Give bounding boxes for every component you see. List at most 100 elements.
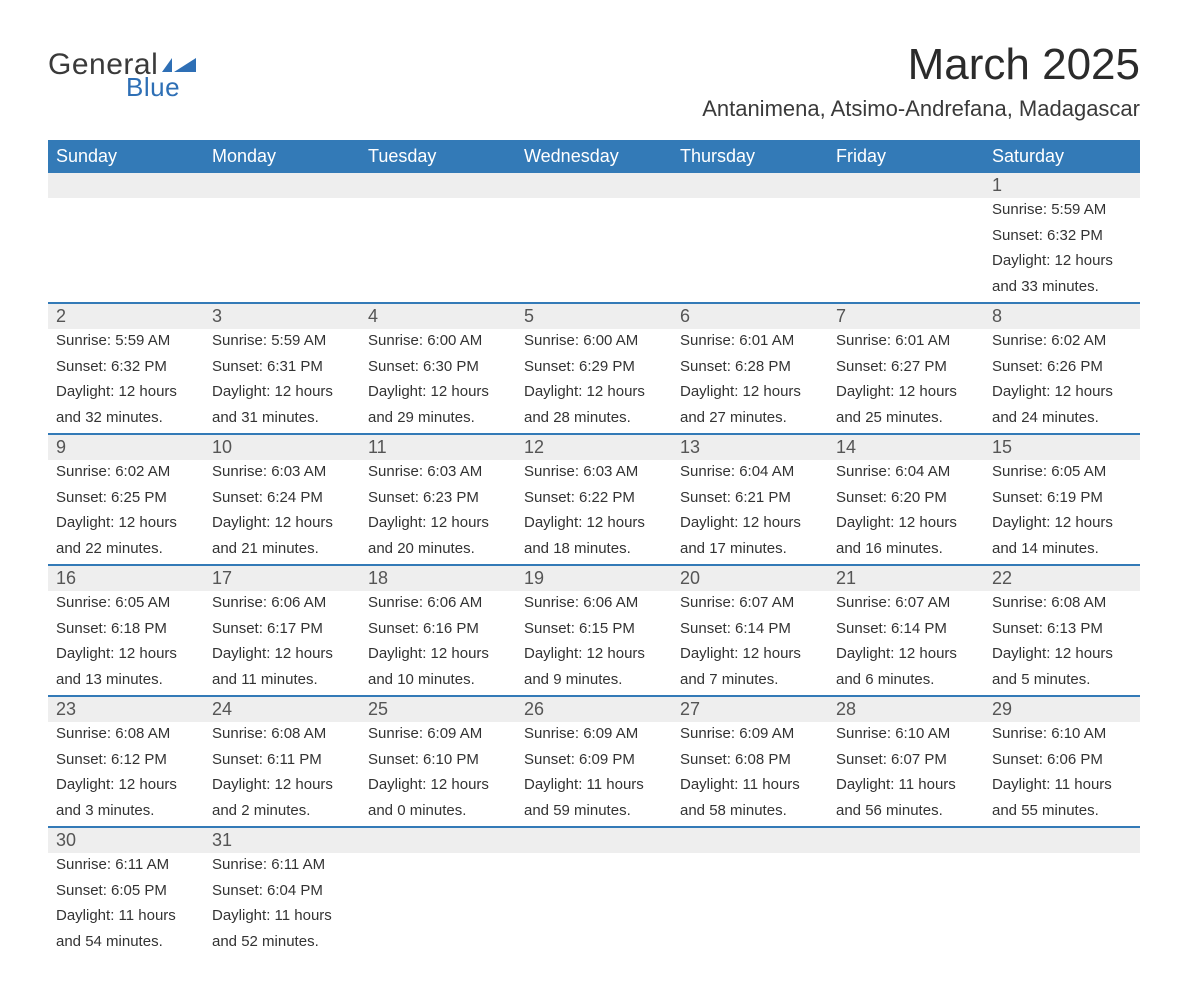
sunrise: Sunrise: 6:06 AM bbox=[204, 591, 360, 617]
sunset bbox=[516, 224, 672, 250]
daylight: Daylight: 12 hours bbox=[672, 511, 828, 537]
daylight: Daylight: 12 hours bbox=[48, 511, 204, 537]
daylight: Daylight: 11 hours bbox=[672, 773, 828, 799]
sunrise: Sunrise: 6:11 AM bbox=[48, 853, 204, 879]
sunset bbox=[360, 224, 516, 250]
daylight: and 58 minutes. bbox=[672, 799, 828, 828]
day-number bbox=[828, 173, 984, 198]
day-header: Wednesday bbox=[516, 140, 672, 173]
sunset: Sunset: 6:32 PM bbox=[48, 355, 204, 381]
sunset: Sunset: 6:21 PM bbox=[672, 486, 828, 512]
sunset bbox=[48, 224, 204, 250]
sunrise bbox=[984, 853, 1140, 879]
month-title: March 2025 bbox=[702, 40, 1140, 90]
day-number: 22 bbox=[984, 566, 1140, 591]
sunset: Sunset: 6:30 PM bbox=[360, 355, 516, 381]
day-info-row: and 3 minutes.and 2 minutes.and 0 minute… bbox=[48, 799, 1140, 828]
day-number: 23 bbox=[48, 697, 204, 722]
daylight bbox=[360, 930, 516, 958]
sunset: Sunset: 6:11 PM bbox=[204, 748, 360, 774]
day-header: Thursday bbox=[672, 140, 828, 173]
sunset: Sunset: 6:23 PM bbox=[360, 486, 516, 512]
daylight: and 17 minutes. bbox=[672, 537, 828, 566]
day-info-row: and 13 minutes.and 11 minutes.and 10 min… bbox=[48, 668, 1140, 697]
sunrise: Sunrise: 6:10 AM bbox=[984, 722, 1140, 748]
sunset: Sunset: 6:13 PM bbox=[984, 617, 1140, 643]
sunrise bbox=[360, 198, 516, 224]
daylight bbox=[204, 249, 360, 275]
sunrise: Sunrise: 6:06 AM bbox=[360, 591, 516, 617]
day-info-row: Daylight: 12 hours bbox=[48, 249, 1140, 275]
sunset: Sunset: 6:27 PM bbox=[828, 355, 984, 381]
daylight: Daylight: 12 hours bbox=[48, 642, 204, 668]
day-header: Saturday bbox=[984, 140, 1140, 173]
daylight: Daylight: 12 hours bbox=[516, 380, 672, 406]
daylight: and 29 minutes. bbox=[360, 406, 516, 435]
day-number: 30 bbox=[48, 828, 204, 853]
day-number bbox=[516, 173, 672, 198]
day-number: 3 bbox=[204, 304, 360, 329]
day-number: 13 bbox=[672, 435, 828, 460]
daylight: and 13 minutes. bbox=[48, 668, 204, 697]
day-info-row: Daylight: 12 hours Daylight: 12 hours Dayl… bbox=[48, 511, 1140, 537]
day-number: 9 bbox=[48, 435, 204, 460]
daylight: Daylight: 12 hours bbox=[984, 511, 1140, 537]
daylight: Daylight: 12 hours bbox=[672, 380, 828, 406]
sunset bbox=[984, 879, 1140, 905]
daylight bbox=[828, 275, 984, 304]
sunset: Sunset: 6:19 PM bbox=[984, 486, 1140, 512]
sunrise: Sunrise: 6:08 AM bbox=[48, 722, 204, 748]
sunset: Sunset: 6:32 PM bbox=[984, 224, 1140, 250]
day-number: 19 bbox=[516, 566, 672, 591]
day-number: 16 bbox=[48, 566, 204, 591]
daylight: and 33 minutes. bbox=[984, 275, 1140, 304]
sunset: Sunset: 6:16 PM bbox=[360, 617, 516, 643]
sunrise: Sunrise: 6:08 AM bbox=[984, 591, 1140, 617]
daylight bbox=[360, 275, 516, 304]
daylight: Daylight: 12 hours bbox=[204, 642, 360, 668]
day-info-row: Sunset: 6:25 PMSunset: 6:24 PMSunset: 6:… bbox=[48, 486, 1140, 512]
day-number: 7 bbox=[828, 304, 984, 329]
daylight bbox=[984, 930, 1140, 958]
sunrise: Sunrise: 6:03 AM bbox=[516, 460, 672, 486]
day-number bbox=[360, 828, 516, 853]
day-number bbox=[828, 828, 984, 853]
sunset: Sunset: 6:15 PM bbox=[516, 617, 672, 643]
daylight: and 21 minutes. bbox=[204, 537, 360, 566]
day-header: Sunday bbox=[48, 140, 204, 173]
daylight: and 55 minutes. bbox=[984, 799, 1140, 828]
day-number-row: 23242526272829 bbox=[48, 697, 1140, 722]
day-number bbox=[516, 828, 672, 853]
day-info-row: Sunset: 6:12 PMSunset: 6:11 PMSunset: 6:… bbox=[48, 748, 1140, 774]
sunrise: Sunrise: 6:07 AM bbox=[828, 591, 984, 617]
sunrise bbox=[672, 198, 828, 224]
daylight: Daylight: 12 hours bbox=[204, 380, 360, 406]
day-number bbox=[204, 173, 360, 198]
sunrise: Sunrise: 6:07 AM bbox=[672, 591, 828, 617]
sunrise: Sunrise: 6:00 AM bbox=[360, 329, 516, 355]
daylight: Daylight: 12 hours bbox=[360, 642, 516, 668]
day-info-row: Sunset: 6:32 PM bbox=[48, 224, 1140, 250]
day-header: Friday bbox=[828, 140, 984, 173]
day-number: 10 bbox=[204, 435, 360, 460]
daylight: Daylight: 12 hours bbox=[672, 642, 828, 668]
sunset: Sunset: 6:25 PM bbox=[48, 486, 204, 512]
sunrise: Sunrise: 6:02 AM bbox=[984, 329, 1140, 355]
sunset: Sunset: 6:09 PM bbox=[516, 748, 672, 774]
sunset bbox=[516, 879, 672, 905]
daylight: Daylight: 12 hours bbox=[204, 773, 360, 799]
daylight: Daylight: 12 hours bbox=[48, 380, 204, 406]
daylight: and 22 minutes. bbox=[48, 537, 204, 566]
daylight: and 24 minutes. bbox=[984, 406, 1140, 435]
day-info-row: Sunrise: 6:11 AMSunrise: 6:11 AM bbox=[48, 853, 1140, 879]
daylight bbox=[516, 904, 672, 930]
day-number-row: 3031 bbox=[48, 828, 1140, 853]
daylight: Daylight: 12 hours bbox=[516, 642, 672, 668]
sunrise: Sunrise: 6:04 AM bbox=[672, 460, 828, 486]
sunset: Sunset: 6:05 PM bbox=[48, 879, 204, 905]
sunrise: Sunrise: 5:59 AM bbox=[984, 198, 1140, 224]
location: Antanimena, Atsimo-Andrefana, Madagascar bbox=[702, 96, 1140, 122]
sunrise: Sunrise: 6:05 AM bbox=[48, 591, 204, 617]
sunset bbox=[828, 879, 984, 905]
sunrise bbox=[516, 853, 672, 879]
